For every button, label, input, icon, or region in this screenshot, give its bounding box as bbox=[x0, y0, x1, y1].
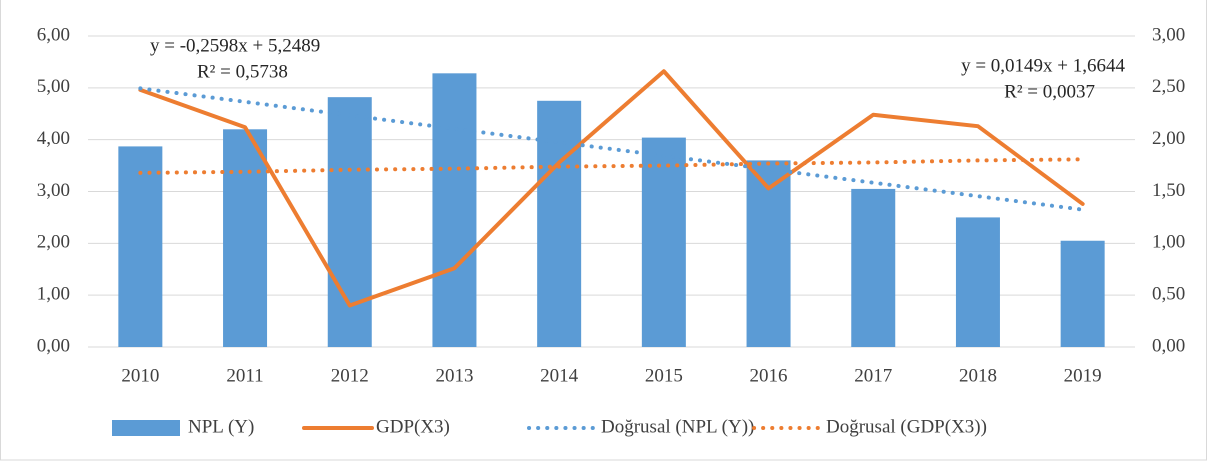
y2-tick-label: 0,50 bbox=[1152, 284, 1185, 305]
x-tick-label: 2016 bbox=[750, 365, 788, 386]
x-tick-label: 2019 bbox=[1064, 365, 1102, 386]
x-tick-label: 2014 bbox=[540, 365, 579, 386]
trendline bbox=[138, 86, 1085, 212]
y-tick-label: 3,00 bbox=[37, 180, 70, 201]
bar bbox=[327, 97, 372, 347]
x-tick-label: 2011 bbox=[226, 365, 263, 386]
y2-tick-label: 0,00 bbox=[1152, 335, 1185, 356]
trend-equation: y = 0,0149x + 1,6644 bbox=[961, 55, 1125, 76]
y2-tick-label: 3,00 bbox=[1152, 24, 1185, 45]
y-tick-label: 1,00 bbox=[37, 284, 70, 305]
bar bbox=[1060, 240, 1105, 347]
x-tick-label: 2012 bbox=[331, 365, 369, 386]
trend-r2: R² = 0,0037 bbox=[1004, 81, 1095, 102]
legend-label: GDP(X3) bbox=[376, 416, 450, 437]
line bbox=[138, 69, 1085, 308]
legend-label: Doğrusal (GDP(X3)) bbox=[826, 416, 987, 437]
y-tick-label: 6,00 bbox=[37, 24, 70, 45]
bar bbox=[223, 129, 268, 347]
y2-tick-label: 2,50 bbox=[1152, 76, 1185, 97]
y2-tick-label: 2,00 bbox=[1152, 128, 1185, 149]
bar bbox=[851, 188, 896, 347]
bar bbox=[746, 160, 791, 347]
y-tick-label: 5,00 bbox=[37, 76, 70, 97]
x-tick-label: 2018 bbox=[959, 365, 997, 386]
x-tick-label: 2015 bbox=[645, 365, 683, 386]
y-tick-label: 0,00 bbox=[37, 335, 70, 356]
legend-label: NPL (Y) bbox=[188, 416, 254, 437]
trend-equation: y = -0,2598x + 5,2489 bbox=[150, 35, 320, 56]
bar bbox=[432, 73, 477, 347]
x-tick-label: 2013 bbox=[435, 365, 473, 386]
bar bbox=[537, 100, 582, 348]
x-tick-label: 2010 bbox=[121, 365, 159, 386]
y-tick-label: 2,00 bbox=[37, 232, 70, 253]
y2-tick-label: 1,00 bbox=[1152, 232, 1185, 253]
bar bbox=[118, 146, 163, 347]
bar bbox=[955, 217, 1000, 347]
trend-r2: R² = 0,5738 bbox=[197, 61, 288, 82]
y2-tick-label: 1,50 bbox=[1152, 180, 1185, 201]
bar bbox=[641, 137, 686, 347]
trendline bbox=[138, 157, 1085, 175]
legend-swatch bbox=[112, 420, 180, 436]
legend-label: Doğrusal (NPL (Y)) bbox=[601, 416, 754, 437]
x-tick-label: 2017 bbox=[854, 365, 892, 386]
y-tick-label: 4,00 bbox=[37, 128, 70, 149]
